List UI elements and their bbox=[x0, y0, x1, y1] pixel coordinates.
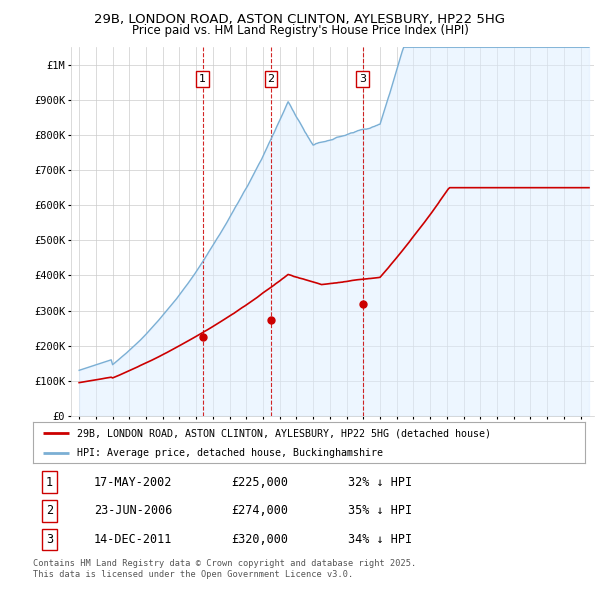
Text: 2: 2 bbox=[268, 74, 275, 84]
Text: 23-JUN-2006: 23-JUN-2006 bbox=[94, 504, 172, 517]
Text: £320,000: £320,000 bbox=[232, 533, 289, 546]
Text: 29B, LONDON ROAD, ASTON CLINTON, AYLESBURY, HP22 5HG: 29B, LONDON ROAD, ASTON CLINTON, AYLESBU… bbox=[95, 13, 505, 26]
Text: Price paid vs. HM Land Registry's House Price Index (HPI): Price paid vs. HM Land Registry's House … bbox=[131, 24, 469, 37]
Text: Contains HM Land Registry data © Crown copyright and database right 2025.
This d: Contains HM Land Registry data © Crown c… bbox=[33, 559, 416, 579]
Text: 17-MAY-2002: 17-MAY-2002 bbox=[94, 476, 172, 489]
Text: 1: 1 bbox=[199, 74, 206, 84]
Text: 2: 2 bbox=[46, 504, 53, 517]
Text: 3: 3 bbox=[359, 74, 366, 84]
Text: £225,000: £225,000 bbox=[232, 476, 289, 489]
Text: 35% ↓ HPI: 35% ↓ HPI bbox=[347, 504, 412, 517]
Text: £274,000: £274,000 bbox=[232, 504, 289, 517]
Text: 1: 1 bbox=[46, 476, 53, 489]
Text: 14-DEC-2011: 14-DEC-2011 bbox=[94, 533, 172, 546]
Text: 32% ↓ HPI: 32% ↓ HPI bbox=[347, 476, 412, 489]
Text: 29B, LONDON ROAD, ASTON CLINTON, AYLESBURY, HP22 5HG (detached house): 29B, LONDON ROAD, ASTON CLINTON, AYLESBU… bbox=[77, 428, 491, 438]
Text: HPI: Average price, detached house, Buckinghamshire: HPI: Average price, detached house, Buck… bbox=[77, 448, 383, 458]
Text: 3: 3 bbox=[46, 533, 53, 546]
Text: 34% ↓ HPI: 34% ↓ HPI bbox=[347, 533, 412, 546]
